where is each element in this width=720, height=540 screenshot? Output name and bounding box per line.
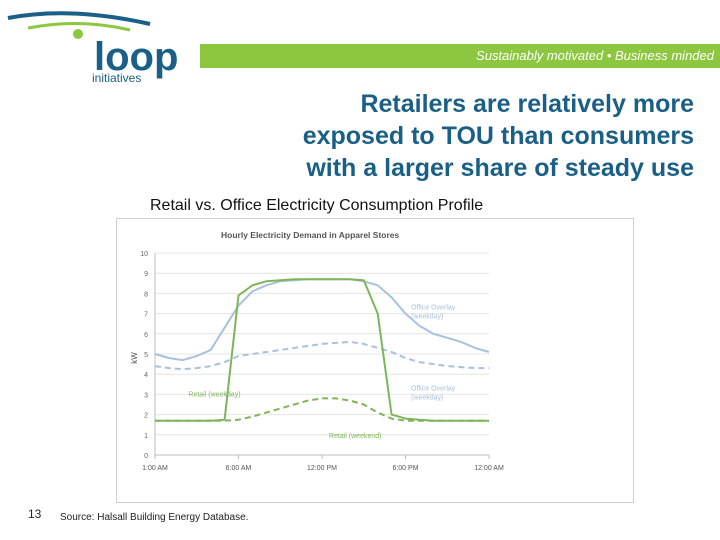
loop-initiatives-logo: loop initiatives	[7, 11, 178, 85]
logo-word: loop	[94, 35, 178, 79]
series-line-3	[155, 397, 489, 422]
slide-headline: Retailers are relatively more exposed to…	[214, 88, 694, 184]
y-axis-label: kW	[130, 352, 139, 364]
y-tick-label: 7	[144, 312, 148, 319]
y-tick-label: 10	[140, 251, 148, 258]
y-tick-label: 0	[144, 453, 148, 460]
source-note: Source: Halsall Building Energy Database…	[60, 512, 249, 523]
series-annotation-sub: (weekday)	[411, 314, 443, 321]
x-tick-label: 12:00 AM	[474, 465, 504, 472]
y-tick-label: 2	[144, 413, 148, 420]
headline-line-3: with a larger share of steady use	[306, 154, 694, 182]
y-tick-label: 9	[144, 271, 148, 278]
x-tick-label: 6:00 PM	[392, 465, 418, 472]
series-annotation-sub: (weekday)	[411, 394, 443, 401]
page-number: 13	[28, 507, 42, 521]
x-tick-label: 12:00 PM	[307, 465, 337, 472]
logo-dot-icon	[73, 29, 83, 39]
x-tick-label: 6:00 AM	[226, 465, 252, 472]
tagline: Sustainably motivated • Business minded	[476, 48, 714, 63]
logo-swoosh-icon	[27, 21, 131, 32]
series-annotation: Office Overlay	[411, 385, 456, 392]
y-tick-label: 4	[144, 372, 148, 379]
logo-subword: initiatives	[92, 71, 141, 85]
y-tick-label: 5	[144, 352, 148, 359]
y-tick-label: 3	[144, 392, 148, 399]
series-annotation: Retail (weekend)	[329, 433, 382, 440]
tagline-bar: Sustainably motivated • Business minded	[200, 44, 720, 68]
series-annotation: Office Overlay	[411, 305, 456, 312]
x-tick-label: 1:00 AM	[142, 465, 168, 472]
y-tick-label: 1	[144, 433, 148, 440]
chart-frame: Hourly Electricity Demand in Apparel Sto…	[116, 218, 634, 503]
series-annotation: Retail (weekday)	[188, 391, 240, 398]
chart-caption: Retail vs. Office Electricity Consumptio…	[150, 197, 484, 214]
headline-line-2: exposed to TOU than consumers	[302, 122, 694, 150]
demand-line-chart: Hourly Electricity Demand in Apparel Sto…	[130, 230, 504, 472]
y-tick-label: 8	[144, 291, 148, 298]
y-tick-label: 6	[144, 332, 148, 339]
chart-title: Hourly Electricity Demand in Apparel Sto…	[221, 230, 400, 240]
logo-swoosh-icon	[7, 11, 151, 26]
headline-line-1: Retailers are relatively more	[360, 90, 694, 118]
series-line-1	[154, 340, 489, 371]
